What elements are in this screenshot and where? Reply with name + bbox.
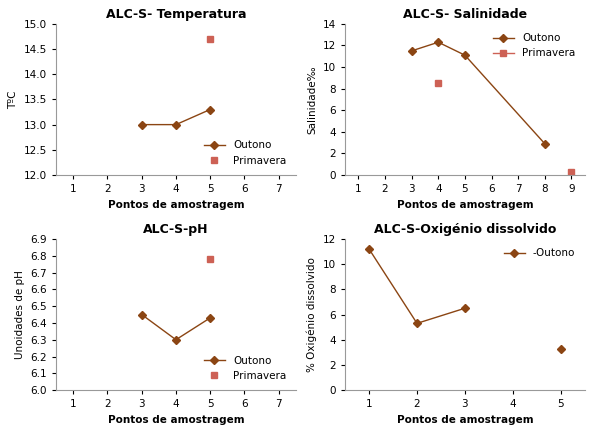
- X-axis label: Pontos de amostragem: Pontos de amostragem: [107, 200, 244, 210]
- X-axis label: Pontos de amostragem: Pontos de amostragem: [397, 415, 533, 425]
- X-axis label: Pontos de amostragem: Pontos de amostragem: [107, 415, 244, 425]
- Y-axis label: TºC: TºC: [8, 90, 18, 109]
- Outono: [173, 122, 180, 127]
- Y-axis label: Salinidade‰: Salinidade‰: [307, 65, 317, 134]
- Line: Outono: Outono: [139, 312, 213, 343]
- Title: ALC-S-pH: ALC-S-pH: [143, 223, 209, 236]
- Primavera: [435, 81, 442, 86]
- Legend: Outono, Primavera: Outono, Primavera: [489, 29, 579, 63]
- Line: Outono: Outono: [409, 39, 547, 146]
- -Outono: [461, 306, 468, 311]
- X-axis label: Pontos de amostragem: Pontos de amostragem: [397, 200, 533, 210]
- Outono: [435, 40, 442, 45]
- Legend: -Outono: -Outono: [499, 244, 579, 262]
- Y-axis label: Unoidades de pH: Unoidades de pH: [15, 270, 25, 359]
- Outono: [173, 337, 180, 343]
- -Outono: [365, 246, 372, 252]
- Legend: Outono, Primavera: Outono, Primavera: [200, 351, 291, 385]
- Title: ALC-S- Temperatura: ALC-S- Temperatura: [106, 8, 246, 21]
- Y-axis label: % Oxigénio dissolvido: % Oxigénio dissolvido: [307, 257, 317, 372]
- Line: Outono: Outono: [139, 107, 213, 127]
- Line: -Outono: -Outono: [366, 246, 468, 326]
- -Outono: [413, 321, 420, 326]
- Outono: [541, 141, 549, 146]
- Line: Primavera: Primavera: [435, 81, 574, 174]
- Title: ALC-S-Oxigénio dissolvido: ALC-S-Oxigénio dissolvido: [374, 223, 556, 236]
- Primavera: [568, 169, 575, 174]
- Outono: [206, 107, 213, 112]
- Outono: [138, 122, 145, 127]
- Legend: Outono, Primavera: Outono, Primavera: [200, 136, 291, 170]
- Outono: [461, 52, 468, 58]
- Outono: [206, 315, 213, 320]
- Title: ALC-S- Salinidade: ALC-S- Salinidade: [403, 8, 527, 21]
- Outono: [138, 312, 145, 317]
- Outono: [408, 48, 415, 53]
